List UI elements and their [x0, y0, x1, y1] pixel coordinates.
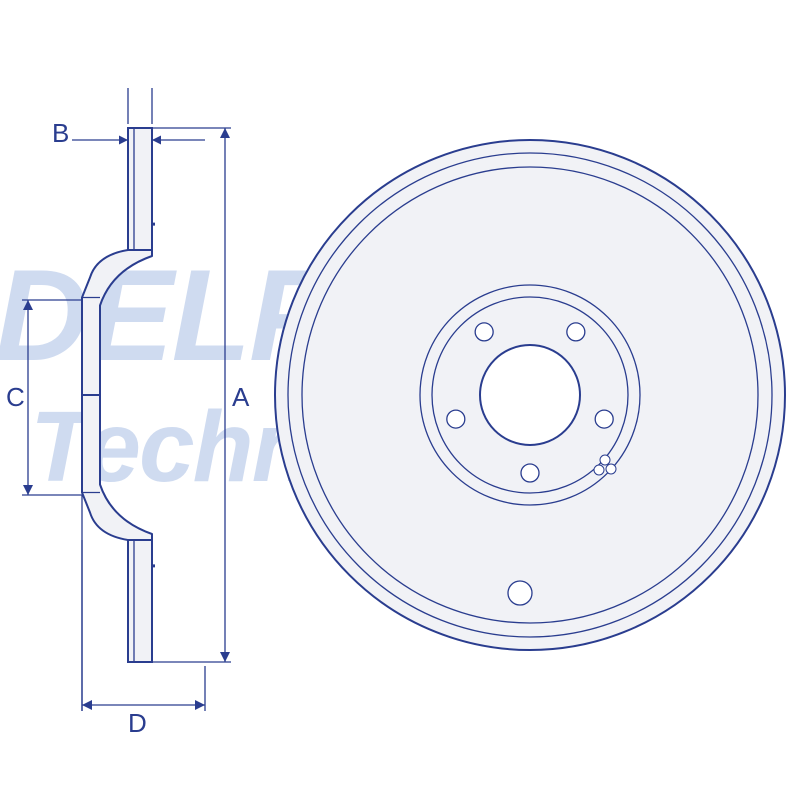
diagram-canvas: DELPHI Technologies A B C D: [0, 0, 800, 800]
dim-label-a: A: [232, 382, 249, 413]
dim-label-b: B: [52, 118, 69, 149]
technical-drawing: [0, 0, 800, 800]
dim-label-c: C: [6, 382, 25, 413]
dim-label-d: D: [128, 708, 147, 739]
